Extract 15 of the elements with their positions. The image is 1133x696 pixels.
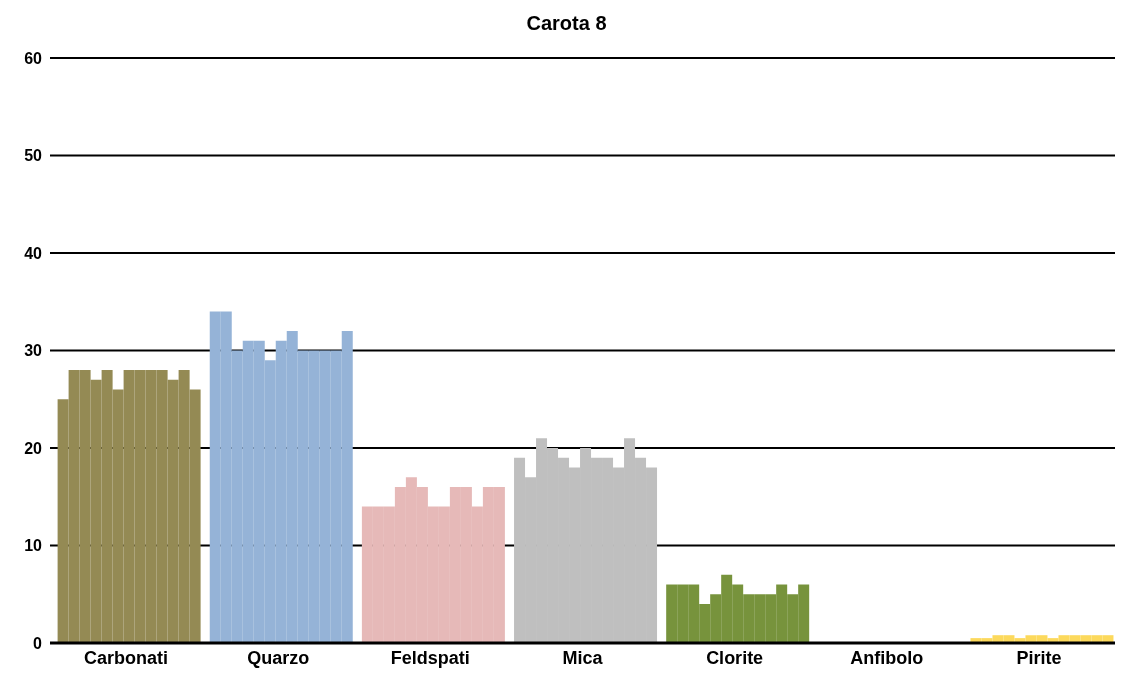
x-tick-label: Mica bbox=[562, 647, 604, 668]
x-tick-label: Quarzo bbox=[247, 647, 310, 668]
x-tick-label: Feldspati bbox=[390, 647, 470, 668]
x-tick-label: Clorite bbox=[706, 647, 764, 668]
chart-title: Carota 8 bbox=[525, 11, 608, 36]
x-tick-label: Anfibolo bbox=[850, 647, 924, 668]
x-tick-label: Pirite bbox=[1016, 647, 1062, 668]
y-tick-label: 50 bbox=[24, 147, 43, 165]
y-tick-label: 60 bbox=[24, 49, 43, 67]
y-tick-label: 30 bbox=[24, 342, 43, 360]
y-tick-label: 40 bbox=[24, 244, 43, 262]
y-tick-label: 0 bbox=[33, 634, 43, 652]
y-tick-label: 20 bbox=[24, 439, 43, 457]
y-tick-label: 10 bbox=[24, 537, 43, 555]
x-tick-label: Carbonati bbox=[84, 647, 169, 668]
